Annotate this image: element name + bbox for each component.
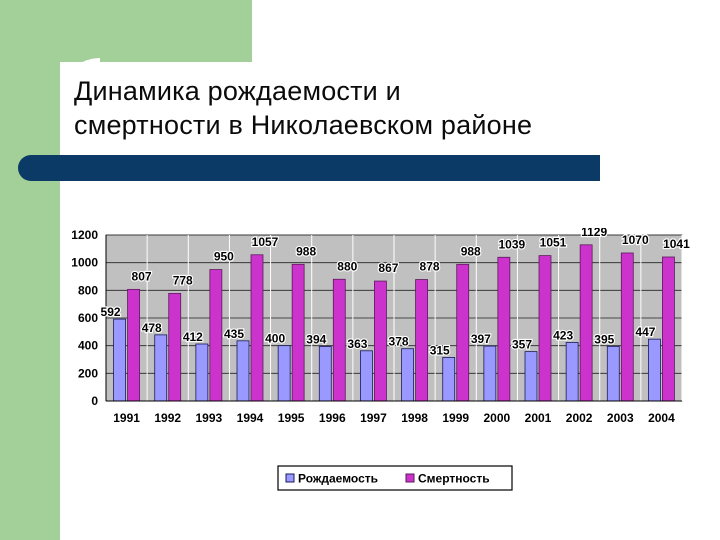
bar-chart: 0 200 400 600 800 1000 1200 1991 1992 1993 1994 199… [71,224,691,491]
y-tick-label: 1000 [71,256,98,270]
x-tick-label: 1994 [237,411,264,425]
bar-births [606,345,620,402]
bar-deaths [497,256,511,402]
title-underline-bar [18,155,600,181]
axes: 0 200 400 600 800 1000 1200 1991 1992 1993 1994 199… [71,228,682,425]
data-label-births: 357 [512,338,532,352]
bar-deaths [127,288,140,402]
data-label-deaths: 1057 [252,235,279,249]
legend-swatch-deaths [405,473,415,483]
legend-swatch-births [285,473,295,483]
data-label-births: 397 [471,332,491,346]
bar-births [401,348,414,402]
bar-deaths [250,254,264,402]
data-label-births: 395 [594,332,614,346]
x-tick-label: 1997 [360,411,387,425]
slide-title-line-2: смертности в Николаевском районе [74,110,533,140]
bar-births [360,350,373,402]
bar-births [565,342,579,402]
bar-births [236,340,250,402]
bar-births [442,357,456,402]
bar-births [277,345,291,402]
x-tick-label: 1995 [278,411,305,425]
bar-deaths [620,252,634,402]
x-tick-label: 1991 [113,411,140,425]
data-label-births: 315 [430,343,450,357]
bar-deaths [291,263,305,402]
data-label-births: 435 [224,327,244,341]
data-label-births: 412 [183,330,203,344]
bar-deaths [168,292,182,402]
data-label-deaths: 950 [214,250,234,264]
x-tick-label: 2004 [648,411,675,425]
bar-births [648,338,661,402]
x-tick-label: 1998 [401,411,428,425]
y-tick-label: 800 [78,283,98,297]
data-label-deaths: 1051 [540,236,567,250]
data-label-deaths: 778 [173,273,193,287]
top-decor-band [0,0,252,62]
data-label-births: 447 [635,325,655,339]
data-label-deaths: 880 [337,259,357,273]
bar-deaths [415,279,428,402]
data-label-deaths: 867 [378,261,398,275]
legend-label-deaths: Смертность [418,472,490,486]
y-tick-label: 600 [78,311,98,325]
y-tick-label: 400 [78,339,98,353]
y-tick-label: 0 [91,394,98,408]
x-tick-label: 1996 [319,411,346,425]
bar-births [318,346,332,402]
bar-deaths [579,244,593,402]
x-tick-label: 1992 [154,411,181,425]
data-label-births: 592 [101,305,121,319]
data-label-births: 394 [306,332,326,346]
legend-box [277,465,513,491]
x-tick-label: 2001 [525,411,552,425]
bar-deaths [662,256,675,402]
bar-births [195,343,209,402]
x-tick-label: 2003 [607,411,634,425]
bar-births [483,345,497,402]
bars [113,244,675,402]
slide-title-line-1: Динамика рождаемости и [74,76,401,106]
bar-deaths [374,280,387,402]
x-tick-label: 2000 [484,411,511,425]
data-label-deaths: 1070 [622,233,649,247]
legend: Рождаемость Смертность [277,465,513,491]
bar-deaths [209,269,223,402]
bar-deaths [456,263,470,402]
data-label-deaths: 988 [461,244,481,258]
data-label-deaths: 1129 [581,228,607,239]
bar-births [113,318,126,402]
data-label-deaths: 988 [296,244,316,258]
bar-deaths [332,278,346,402]
x-tick-label: 1999 [442,411,469,425]
data-label-deaths: 878 [420,260,440,274]
y-tick-label: 200 [78,366,98,380]
x-tick-label: 1993 [196,411,223,425]
bar-births [524,351,538,402]
data-label-deaths: 1039 [499,237,526,251]
slide-title: Динамика рождаемости и смертности в Нико… [74,74,694,142]
data-label-deaths: 807 [132,269,152,283]
bar-births [154,334,168,402]
legend-label-births: Рождаемость [298,472,378,486]
data-label-deaths: 1041 [663,237,690,251]
bar-deaths [538,255,552,402]
data-label-births: 378 [389,335,409,349]
data-label-births: 423 [553,328,573,342]
x-tick-label: 2002 [566,411,593,425]
y-tick-label: 1200 [71,228,98,242]
chart-container: 0 200 400 600 800 1000 1200 1991 1992 1993 1994 199… [60,224,700,498]
data-label-births: 400 [265,332,285,346]
side-decor-band [0,0,60,540]
data-label-births: 478 [142,321,162,335]
data-label-births: 363 [347,337,367,351]
data-labels: 592 807 478 778 412 950 435 1057 400 988 394 880 363… [99,224,691,359]
